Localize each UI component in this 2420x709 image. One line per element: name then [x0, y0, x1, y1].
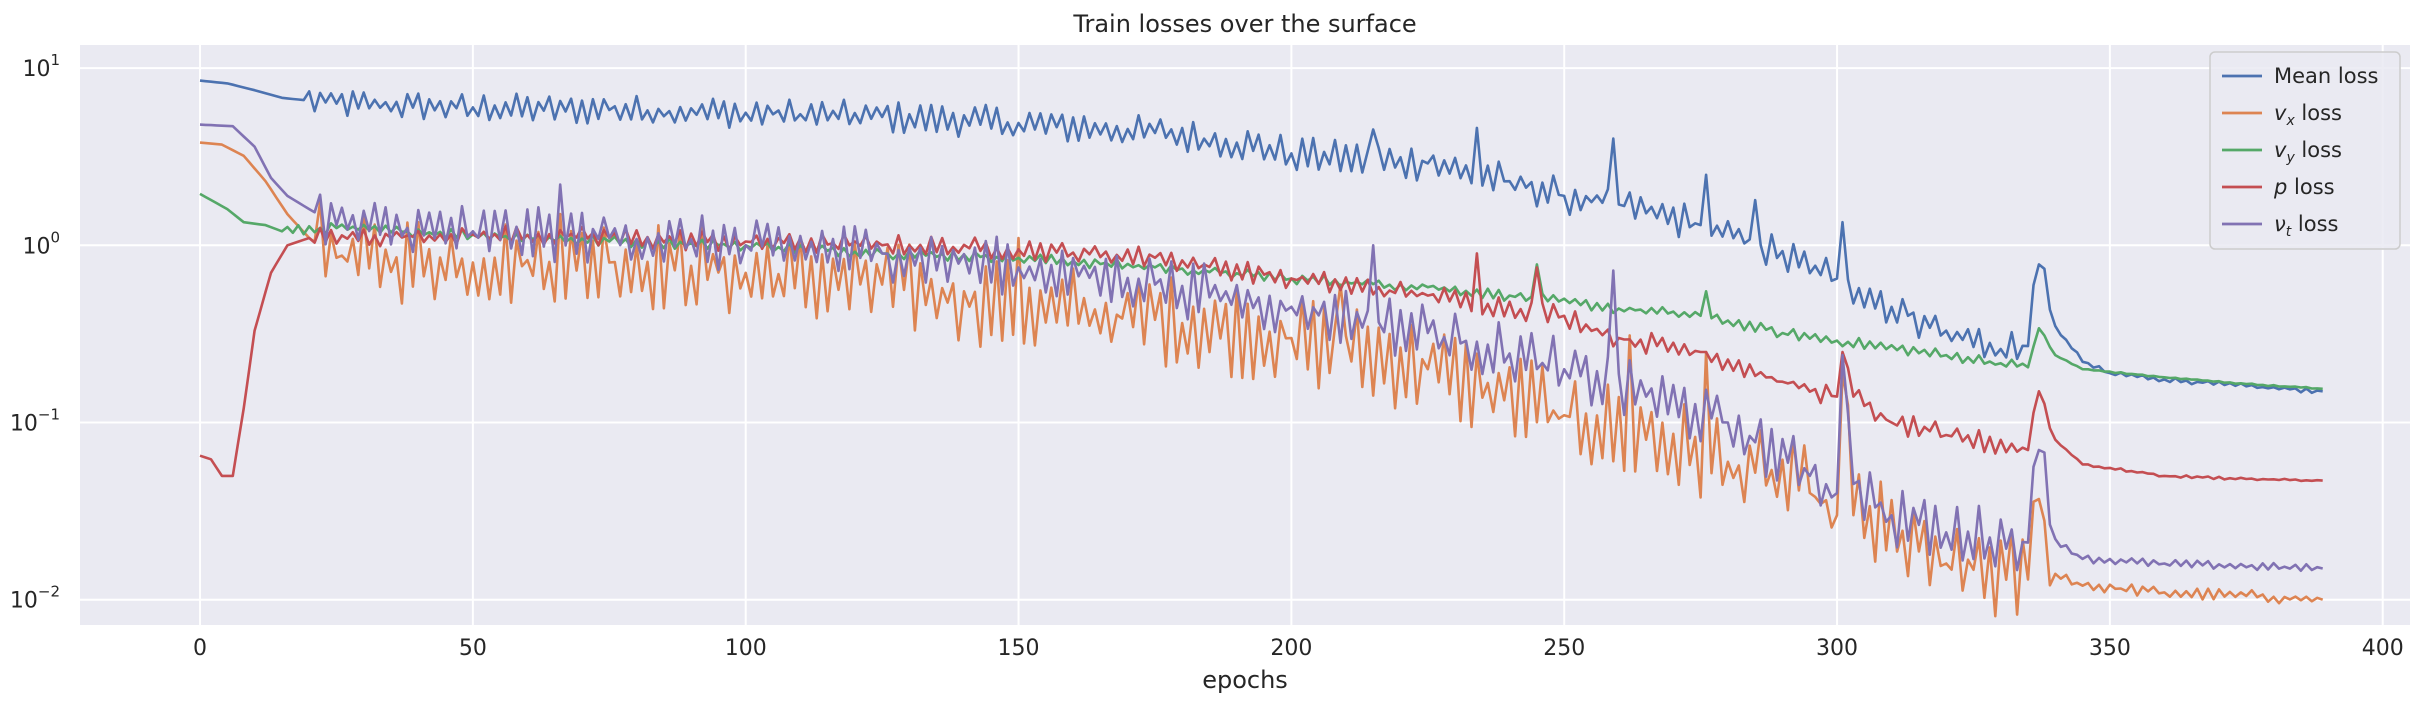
legend-label: vy loss — [2274, 138, 2342, 166]
legend-label: p loss — [2273, 175, 2335, 199]
y-tick-base: 10 — [22, 234, 50, 259]
legend-label-part: y — [2285, 150, 2295, 166]
x-tick-label: 50 — [459, 636, 487, 661]
y-tick-label: 10−1 — [10, 406, 60, 437]
x-tick-label: 250 — [1543, 636, 1585, 661]
y-tick-exponent: 1 — [50, 51, 60, 69]
legend-label-part: ν — [2274, 212, 2286, 236]
legend-label: vx loss — [2274, 101, 2342, 129]
y-tick-label: 10−2 — [10, 583, 60, 614]
legend-label-part: loss — [2295, 101, 2342, 125]
legend-label-part: loss — [2291, 212, 2338, 236]
x-tick-label: 300 — [1816, 636, 1858, 661]
series-line-1 — [199, 141, 2324, 618]
series-line-4 — [199, 123, 2323, 572]
x-tick-label: 200 — [1270, 636, 1312, 661]
y-tick-base: 10 — [10, 589, 38, 614]
series-layer — [199, 79, 2324, 618]
y-tick-exponent: 0 — [50, 228, 60, 246]
legend-box — [2209, 51, 2401, 250]
series-line-0 — [199, 79, 2323, 395]
legend-label-part: Mean loss — [2274, 64, 2378, 88]
y-tick-exponent: −2 — [38, 583, 60, 601]
legend-label-part: x — [2285, 113, 2295, 129]
x-tick-label: 150 — [998, 636, 1040, 661]
x-tick-label: 400 — [2362, 636, 2404, 661]
legend-label-part: loss — [2287, 175, 2334, 199]
series-line-3 — [199, 224, 2323, 483]
legend-label-part: p — [2273, 175, 2287, 199]
y-tick-label: 100 — [22, 228, 60, 259]
y-tick-base: 10 — [10, 412, 38, 437]
legend-label: νt loss — [2274, 212, 2338, 240]
x-tick-label: 0 — [193, 636, 207, 661]
x-tick-label: 100 — [725, 636, 767, 661]
y-tick-label: 101 — [22, 51, 60, 82]
x-axis-ticks: 0 50 100 150 200 250 300 350 400 — [193, 636, 2404, 661]
y-tick-exponent: −1 — [38, 406, 60, 424]
legend-label: Mean loss — [2274, 64, 2378, 88]
legend-label-part: t — [2286, 224, 2292, 240]
y-tick-base: 10 — [22, 57, 50, 82]
x-tick-label: 350 — [2089, 636, 2131, 661]
legend-label-part: v — [2274, 138, 2287, 162]
x-axis-label: epochs — [1202, 666, 1288, 694]
chart-title: Train losses over the surface — [1072, 10, 1416, 38]
legend-label-part: v — [2274, 101, 2287, 125]
legend-label-part: loss — [2295, 138, 2342, 162]
